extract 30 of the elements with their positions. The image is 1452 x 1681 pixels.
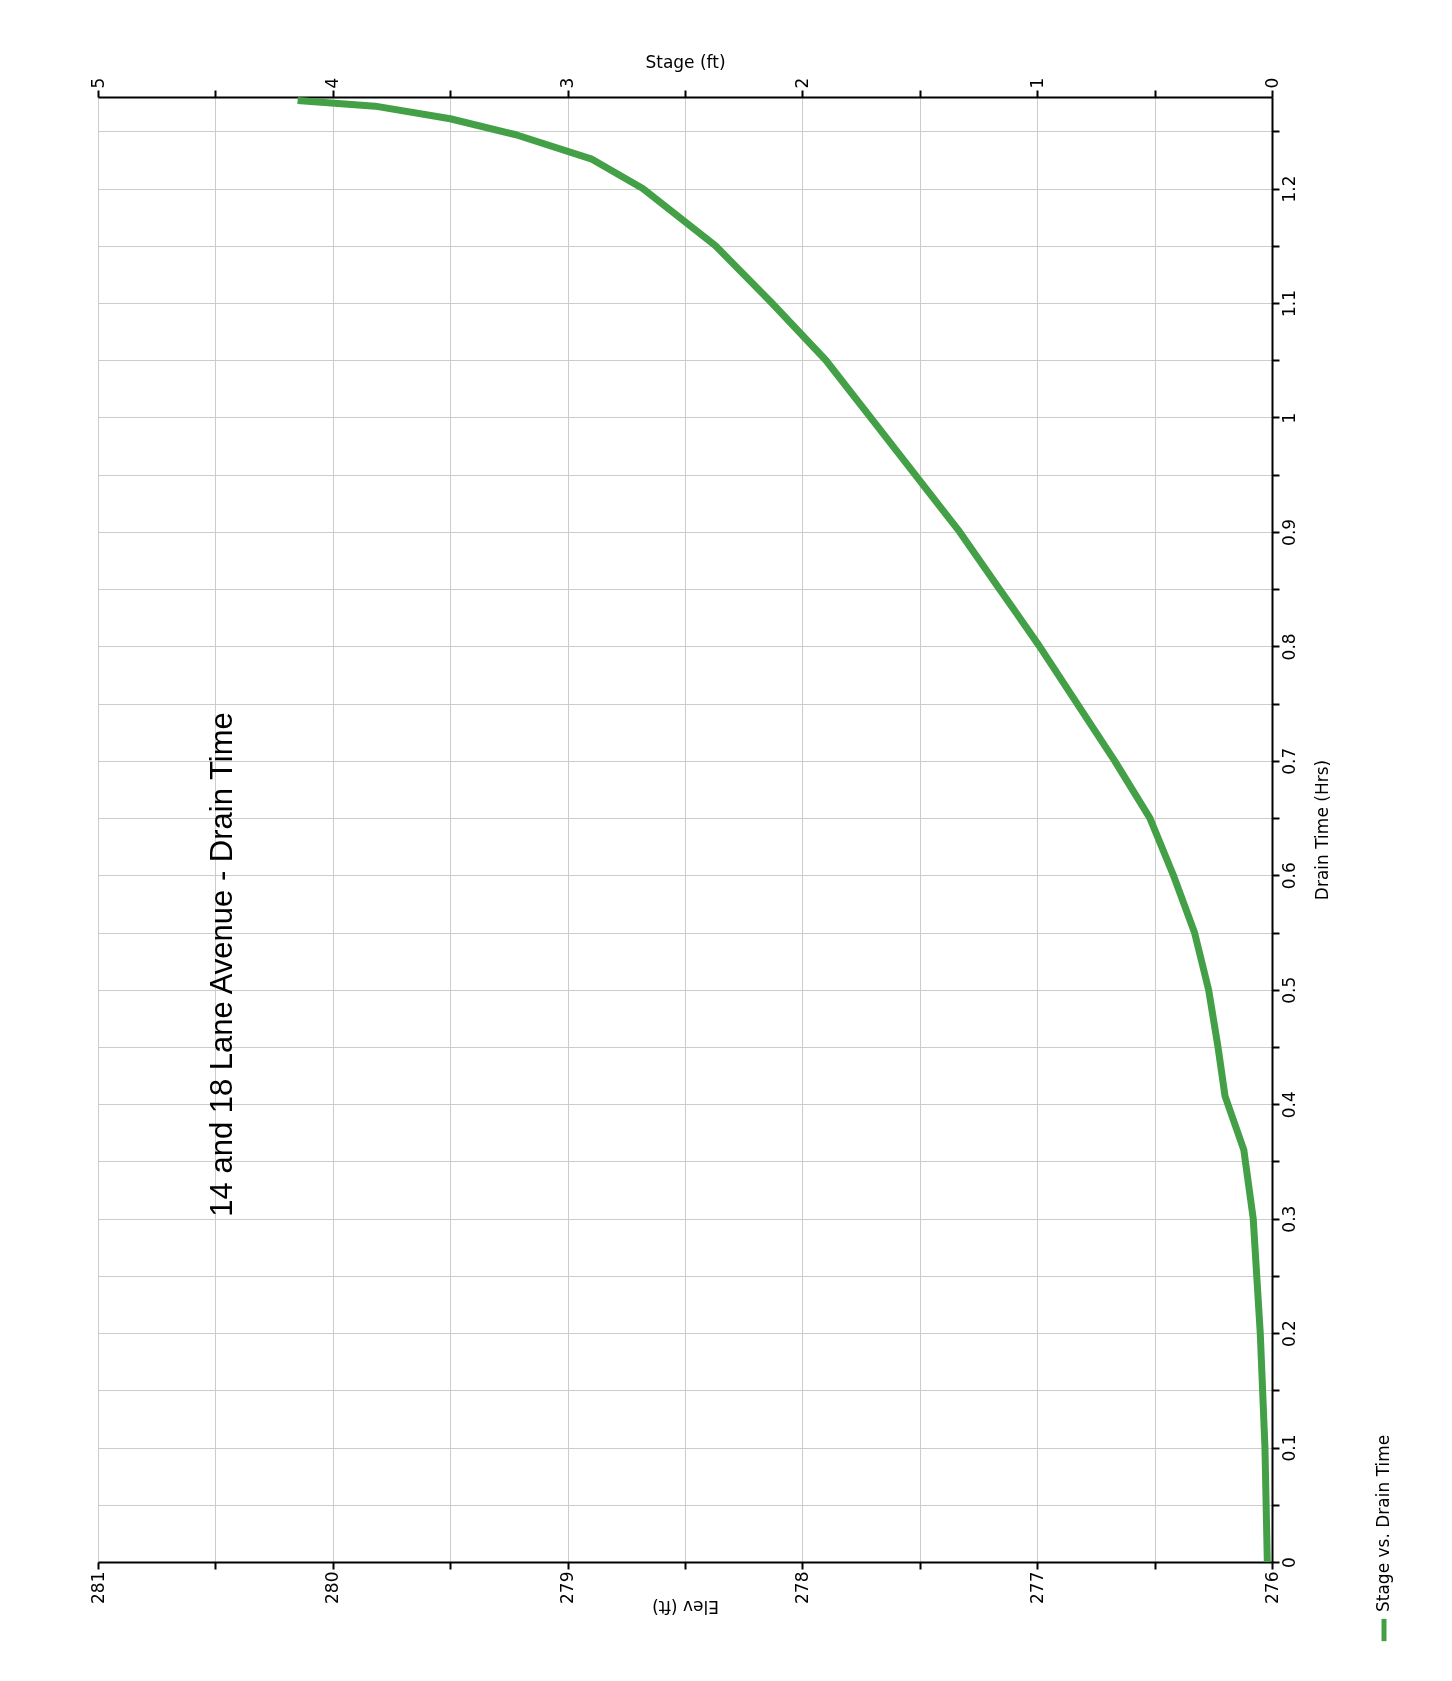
y-tick-label: 0.7 (1278, 747, 1299, 775)
x2-tick-label: 5 (87, 77, 108, 89)
x2-axis-title: Stage (ft) (645, 51, 726, 72)
x2-tick-label: 1 (1026, 77, 1047, 89)
x-tick-label: 280 (322, 1571, 343, 1604)
y-tick-label: 0.6 (1278, 862, 1299, 890)
x2-tick-label: 4 (322, 77, 343, 89)
y-tick-label: 0.1 (1278, 1434, 1299, 1462)
x2-tick-label: 3 (557, 77, 578, 89)
x-axis-title: Elev (ft) (651, 1596, 720, 1617)
x-tick-label: 277 (1026, 1571, 1047, 1604)
y-axis-title: Drain Time (Hrs) (1311, 759, 1332, 901)
y-tick-label: 0.4 (1278, 1091, 1299, 1119)
text: Stage vs. Drain Time (1373, 1434, 1393, 1612)
x2-tick-label: 0 (1261, 77, 1282, 89)
x-tick-label: 279 (557, 1571, 578, 1604)
x-tick-label: 276 (1261, 1571, 1282, 1604)
x-tick-label: 281 (87, 1571, 108, 1604)
y-tick-label: 0.5 (1278, 976, 1299, 1004)
x-tick-label: 278 (791, 1571, 812, 1604)
y-tick-label: 1.1 (1278, 289, 1299, 318)
y-tick-label: 1 (1278, 412, 1299, 424)
y-tick-label: 0.8 (1278, 633, 1299, 661)
y-tick-label: 0.2 (1278, 1320, 1299, 1348)
y-tick-label: 0.9 (1278, 518, 1299, 546)
x2-tick-label: 2 (791, 77, 812, 89)
y-tick-label: 0 (1278, 1557, 1299, 1568)
y-tick-label: 1.2 (1278, 175, 1299, 203)
text: 14 and 18 Lane Avenue - Drain Time (204, 712, 239, 1217)
y-tick-label: 0.3 (1278, 1205, 1299, 1233)
